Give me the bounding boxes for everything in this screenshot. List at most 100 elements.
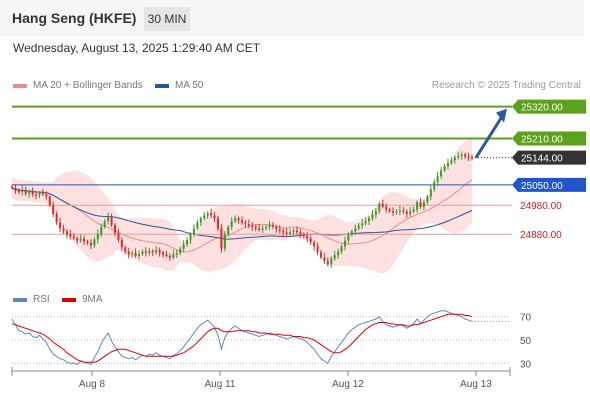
candle-body [155,250,158,253]
candle-body [220,228,223,249]
candle-body [271,224,274,227]
candle-body [371,214,374,219]
legend-9ma-swatch [62,297,76,302]
candle-body [309,238,312,243]
candle-body [299,232,302,235]
legend-ma50-swatch [155,83,169,88]
candle-body [223,234,226,249]
candle-body [347,234,350,241]
candle-body [426,196,429,203]
candle-body [127,251,130,255]
candle-body [203,215,206,219]
candle-body [316,246,319,253]
candle-body [134,253,137,256]
candle-body [313,242,316,247]
candle-body [306,235,309,239]
credit-text: Research © 2025 Trading Central [431,80,581,91]
candle-body [254,226,257,229]
candle-body [165,254,168,256]
current-label-box-2 [512,150,586,165]
instrument-title: Hang Seng (HKFE) [12,10,137,26]
candle-body [405,211,408,214]
candle-body [450,160,453,164]
legend-rsi-swatch [13,297,27,302]
candle-body [395,211,398,213]
candle-body [436,176,439,183]
candle-body [59,222,62,229]
candle-body [412,209,415,212]
candle-body [62,228,65,232]
candle-body [278,229,281,231]
candle-body [144,251,147,254]
candle-body [113,224,117,233]
candle-body [227,226,230,235]
candle-body [443,166,446,171]
candle-body [196,222,199,229]
candle-body [210,213,213,216]
x-tick-label: Aug 8 [79,379,106,390]
legend-9ma-label: 9MA [82,294,103,305]
candle-body [364,221,367,224]
candle-body [378,203,381,212]
legend-ma20-swatch [13,83,27,88]
candle-body [148,251,151,254]
candle-body [240,220,244,223]
candle-body [453,157,456,161]
candle-body [292,230,295,232]
ma50-line [11,187,473,240]
candle-body [31,191,34,195]
candle-body [69,234,72,237]
candle-body [151,251,154,253]
candle-body [398,210,401,212]
forecast-arrow [474,115,504,159]
candle-body [295,230,298,233]
rsi-tick-70: 70 [520,313,532,324]
candle-body [41,193,44,195]
candle-body [388,209,391,212]
candle-body [72,236,75,239]
candle-body [76,238,79,241]
pivot-label-3: 25050.00 [521,181,563,192]
candle-body [433,182,436,190]
candle-body [10,186,14,188]
candle-body [244,222,247,225]
candle-body [392,211,395,213]
rsi-tick-30: 30 [520,359,532,370]
candle-body [65,231,68,235]
candle-body [55,213,58,223]
interval-button[interactable]: 30 MIN [144,7,190,31]
candle-body [285,232,288,234]
candle-body [137,253,141,256]
rsi-line [11,310,473,366]
candle-body [275,226,278,230]
candle-body [429,189,432,197]
candle-body [422,202,425,207]
legend-ma20: MA 20 + Bollinger Bands [13,80,143,91]
header-bar: Hang Seng (HKFE) 30 MIN [0,0,584,36]
candle-body [120,240,123,248]
rsi-9ma-line [11,313,473,363]
candle-body [367,218,371,222]
candle-body [45,194,48,197]
candle-body [48,196,51,206]
candle-body [237,218,240,221]
forecast-arrowhead [496,108,507,123]
candle-body [24,190,27,194]
candle-body [340,246,343,252]
candle-body [162,252,165,255]
candle-body [89,242,92,246]
resistance-label-0: 25320.00 [521,103,563,114]
candle-body [14,187,17,191]
candle-body [131,253,134,255]
candle-body [416,202,419,210]
candle-body [86,241,89,243]
candle-body [213,215,216,219]
candle-body [28,191,31,194]
candle-body [446,163,449,167]
candle-body [168,255,171,258]
candle-body [110,216,113,225]
support-label-5: 24880.00 [520,230,562,241]
candle-body [282,230,285,233]
candle-body [158,250,161,253]
candle-body [302,234,305,236]
